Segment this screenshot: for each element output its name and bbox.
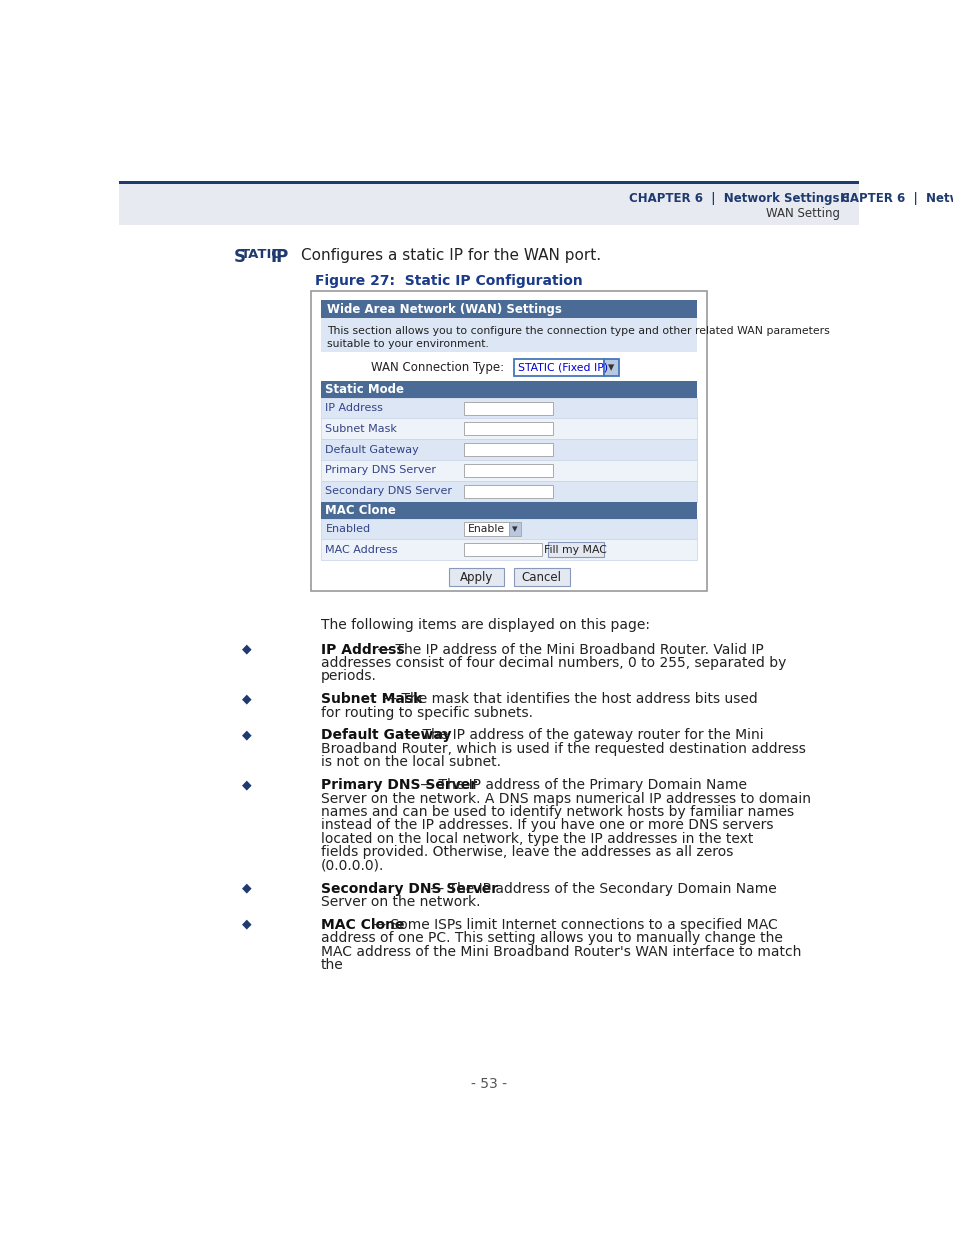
Text: located on the local network, type the IP addresses in the text: located on the local network, type the I… bbox=[320, 832, 752, 846]
Text: The following items are displayed on this page:: The following items are displayed on thi… bbox=[320, 618, 649, 632]
Text: instead of the IP addresses. If you have one or more DNS servers: instead of the IP addresses. If you have… bbox=[320, 819, 773, 832]
Text: Fill my MAC: Fill my MAC bbox=[544, 545, 606, 555]
Bar bbox=[603, 359, 618, 377]
Text: ◆: ◆ bbox=[241, 729, 251, 741]
Text: IP Address: IP Address bbox=[320, 642, 404, 657]
Text: fields provided. Otherwise, leave the addresses as all zeros: fields provided. Otherwise, leave the ad… bbox=[320, 846, 732, 860]
Text: ◆: ◆ bbox=[241, 692, 251, 705]
Text: This section allows you to configure the connection type and other related WAN p: This section allows you to configure the… bbox=[327, 326, 829, 336]
Text: S: S bbox=[233, 248, 246, 267]
Text: the: the bbox=[320, 958, 343, 972]
Bar bbox=[464, 522, 509, 536]
Bar bbox=[320, 319, 697, 352]
Text: MAC Clone: MAC Clone bbox=[325, 504, 395, 516]
Text: ◆: ◆ bbox=[241, 778, 251, 792]
Bar bbox=[547, 542, 603, 557]
Text: — The IP address of the gateway router for the Mini: — The IP address of the gateway router f… bbox=[399, 729, 762, 742]
Bar bbox=[320, 461, 697, 480]
Text: Secondary DNS Server: Secondary DNS Server bbox=[320, 882, 497, 895]
Text: Enable: Enable bbox=[468, 524, 504, 534]
Bar bbox=[448, 568, 504, 587]
Text: Subnet Mask: Subnet Mask bbox=[325, 424, 396, 433]
Bar bbox=[464, 422, 553, 436]
Text: Primary DNS Server: Primary DNS Server bbox=[320, 778, 476, 792]
Text: Cancel: Cancel bbox=[521, 571, 561, 584]
Bar bbox=[119, 183, 858, 225]
Text: address of one PC. This setting allows you to manually change the: address of one PC. This setting allows y… bbox=[320, 931, 781, 945]
Text: Default Gateway: Default Gateway bbox=[325, 445, 418, 454]
Text: names and can be used to identify network hosts by familiar names: names and can be used to identify networ… bbox=[320, 805, 793, 819]
Text: MAC Address: MAC Address bbox=[325, 545, 397, 555]
Text: Server on the network. A DNS maps numerical IP addresses to domain: Server on the network. A DNS maps numeri… bbox=[320, 792, 810, 805]
Text: CHAPTER 6  |  Network Settings: CHAPTER 6 | Network Settings bbox=[629, 191, 840, 205]
Text: — Some ISPs limit Internet connections to a specified MAC: — Some ISPs limit Internet connections t… bbox=[368, 918, 777, 932]
Text: TATIC: TATIC bbox=[241, 248, 282, 262]
Text: Subnet Mask: Subnet Mask bbox=[320, 692, 421, 706]
Bar bbox=[513, 568, 569, 587]
Text: MAC address of the Mini Broadband Router's WAN interface to match: MAC address of the Mini Broadband Router… bbox=[320, 945, 801, 958]
Text: MAC Clone: MAC Clone bbox=[320, 918, 404, 932]
Text: — The IP address of the Secondary Domain Name: — The IP address of the Secondary Domain… bbox=[426, 882, 776, 895]
Text: Enabled: Enabled bbox=[325, 524, 370, 534]
Text: addresses consist of four decimal numbers, 0 to 255, separated by: addresses consist of four decimal number… bbox=[320, 656, 785, 671]
Text: Configures a static IP for the WAN port.: Configures a static IP for the WAN port. bbox=[301, 248, 601, 263]
Bar bbox=[320, 501, 697, 519]
Text: IP Address: IP Address bbox=[325, 403, 383, 412]
Text: HAPTER 6  |  Network Settings: HAPTER 6 | Network Settings bbox=[840, 191, 953, 205]
Text: - 53 -: - 53 - bbox=[471, 1077, 506, 1091]
Bar bbox=[514, 359, 603, 377]
Bar bbox=[119, 182, 858, 184]
Text: ▾: ▾ bbox=[512, 524, 517, 534]
Bar bbox=[320, 519, 697, 540]
Text: Primary DNS Server: Primary DNS Server bbox=[325, 466, 436, 475]
Text: (0.0.0.0).: (0.0.0.0). bbox=[320, 858, 384, 873]
Text: ◆: ◆ bbox=[241, 918, 251, 931]
Bar bbox=[320, 540, 697, 561]
Bar bbox=[320, 480, 697, 501]
Text: WAN Setting: WAN Setting bbox=[765, 207, 840, 220]
Text: ◆: ◆ bbox=[241, 642, 251, 656]
Bar bbox=[464, 464, 553, 477]
Bar bbox=[311, 290, 706, 592]
Text: Default Gateway: Default Gateway bbox=[320, 729, 451, 742]
Bar bbox=[320, 380, 697, 398]
Text: IP: IP bbox=[270, 248, 289, 267]
Text: C: C bbox=[840, 191, 848, 205]
Text: suitable to your environment.: suitable to your environment. bbox=[327, 340, 488, 350]
Text: ◆: ◆ bbox=[241, 882, 251, 894]
Text: Apply: Apply bbox=[459, 571, 493, 584]
Bar bbox=[464, 484, 553, 498]
Text: Broadband Router, which is used if the requested destination address: Broadband Router, which is used if the r… bbox=[320, 742, 804, 756]
Bar bbox=[464, 543, 541, 556]
Text: — The IP address of the Mini Broadband Router. Valid IP: — The IP address of the Mini Broadband R… bbox=[373, 642, 763, 657]
Text: — The IP address of the Primary Domain Name: — The IP address of the Primary Domain N… bbox=[416, 778, 746, 792]
Text: ▾: ▾ bbox=[608, 361, 614, 374]
Bar bbox=[509, 522, 521, 536]
Text: Static Mode: Static Mode bbox=[325, 383, 404, 395]
Text: — The mask that identifies the host address bits used: — The mask that identifies the host addr… bbox=[378, 692, 757, 706]
Bar bbox=[464, 401, 553, 415]
Bar bbox=[320, 440, 697, 461]
Text: Server on the network.: Server on the network. bbox=[320, 895, 479, 909]
Text: STATIC (Fixed IP): STATIC (Fixed IP) bbox=[517, 363, 608, 373]
Bar bbox=[320, 398, 697, 419]
Bar bbox=[320, 300, 697, 319]
Bar bbox=[320, 419, 697, 440]
Text: Wide Area Network (WAN) Settings: Wide Area Network (WAN) Settings bbox=[327, 303, 561, 316]
Text: periods.: periods. bbox=[320, 669, 376, 683]
Text: Figure 27:  Static IP Configuration: Figure 27: Static IP Configuration bbox=[315, 274, 582, 288]
Bar bbox=[464, 443, 553, 456]
Text: Secondary DNS Server: Secondary DNS Server bbox=[325, 487, 452, 496]
Text: is not on the local subnet.: is not on the local subnet. bbox=[320, 756, 500, 769]
Text: for routing to specific subnets.: for routing to specific subnets. bbox=[320, 705, 532, 720]
Text: WAN Connection Type:: WAN Connection Type: bbox=[371, 361, 504, 374]
